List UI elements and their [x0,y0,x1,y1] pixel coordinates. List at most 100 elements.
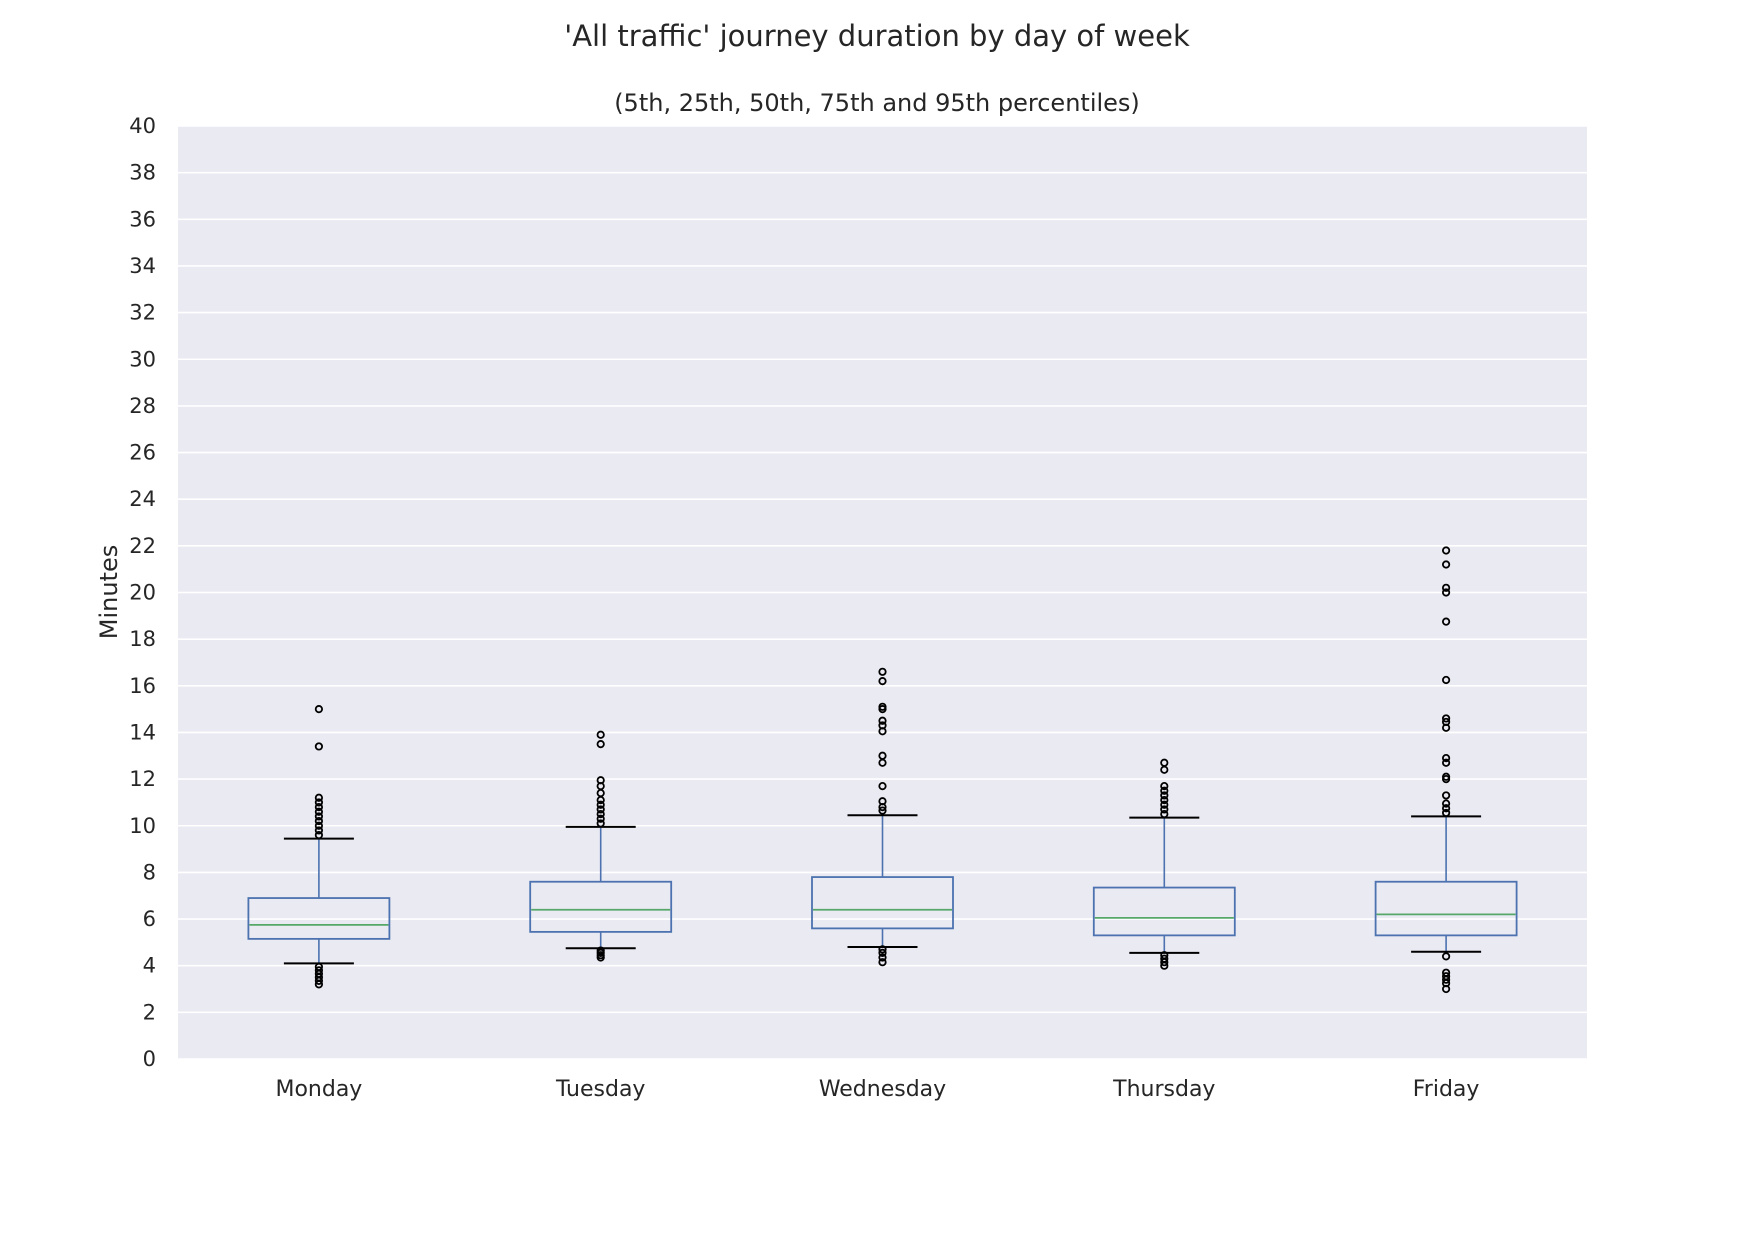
outlier-point [1160,809,1169,819]
y-tick-label: 24 [129,487,156,511]
outlier-point [1442,560,1451,569]
y-tick-label: 26 [129,441,156,465]
grid-lines [178,125,1587,1060]
outlier-point [314,807,323,816]
chart-title: 'All traffic' journey duration by day of… [564,19,1190,53]
outlier-point [878,721,887,730]
outlier-point [878,667,887,676]
y-tick-label: 0 [143,1047,156,1071]
y-tick-label: 10 [129,814,156,838]
y-tick-label: 12 [129,767,156,791]
outlier-point [596,814,605,823]
outlier-point [1442,772,1451,781]
box-tuesday [529,730,673,962]
outlier-point [1442,791,1451,800]
y-tick-label: 22 [129,534,156,558]
outlier-point [878,677,887,686]
outlier-point [1442,717,1451,727]
y-tick-label: 2 [143,1000,156,1024]
outlier-point [1160,954,1169,963]
box-iqr [529,880,673,933]
outlier-point [1160,781,1169,791]
outlier-point [1442,588,1451,597]
x-tick-label: Tuesday [555,1077,646,1102]
outlier-point [1442,617,1451,626]
box-series [247,546,1518,994]
y-tick-label: 6 [143,907,156,931]
outlier-point [878,716,887,725]
outlier-point [1442,952,1451,961]
outlier-point [1442,972,1451,981]
outlier-point [1442,675,1451,685]
x-tick-label: Thursday [1112,1077,1215,1102]
outlier-point [1442,968,1451,977]
box-iqr [247,897,391,940]
x-axis-ticks: Monday Tuesday Wednesday Thursday Friday [275,1077,1479,1102]
outlier-point [1160,758,1169,767]
outlier-point [314,802,323,812]
y-tick-label: 34 [129,254,156,278]
outlier-point [314,826,323,835]
outlier-point [1442,808,1451,818]
outlier-point [878,953,887,962]
outlier-point [878,806,887,815]
outlier-point [878,948,887,957]
box-wednesday [811,667,954,967]
y-tick-label: 18 [129,627,156,651]
outlier-point [1160,805,1169,814]
y-tick-label: 16 [129,674,156,698]
outlier-point [1442,546,1451,555]
outlier-point [314,821,323,830]
box-iqr [1374,880,1518,937]
outlier-point [314,816,323,826]
y-tick-label: 14 [129,720,156,744]
outlier-point [1160,795,1169,805]
outlier-point [314,830,323,840]
y-tick-label: 36 [129,207,156,231]
outlier-point [314,705,323,714]
box-iqr [811,876,954,930]
outlier-point [1442,583,1451,592]
outlier-point [1160,786,1169,795]
outlier-point [596,800,605,809]
outlier-point [596,730,605,739]
outlier-point [878,702,887,711]
y-tick-label: 8 [143,860,156,884]
y-axis-label: Minutes [95,545,123,639]
outlier-point [596,819,605,828]
y-tick-label: 28 [129,394,156,418]
outlier-point [1442,758,1451,767]
outlier-point [878,781,887,791]
outlier-point [596,809,605,819]
box-iqr [1092,886,1236,937]
outlier-point [596,740,605,749]
outlier-point [596,946,605,955]
y-tick-label: 38 [129,161,156,185]
outlier-point [314,962,323,971]
outlier-point [1442,799,1451,808]
outlier-point [1442,754,1451,763]
outlier-point [878,751,887,760]
outlier-point [314,742,323,751]
outlier-point [878,945,887,954]
outlier-point [1160,800,1169,809]
outlier-point [1160,951,1169,960]
x-tick-label: Wednesday [819,1077,946,1102]
outlier-point [1442,714,1451,723]
outlier-point [878,797,887,806]
outlier-point [1442,804,1451,813]
outlier-point [314,966,323,975]
outlier-point [314,793,323,802]
x-tick-label: Monday [275,1077,362,1102]
chart-subtitle: (5th, 25th, 50th, 75th and 95th percenti… [614,89,1140,117]
outlier-point [596,805,605,814]
box-thursday [1092,758,1236,970]
outlier-point [314,798,323,807]
box-friday [1374,546,1518,994]
y-tick-label: 40 [129,114,156,138]
outlier-point [314,812,323,821]
y-tick-label: 20 [129,581,156,605]
y-tick-label: 4 [143,954,156,978]
